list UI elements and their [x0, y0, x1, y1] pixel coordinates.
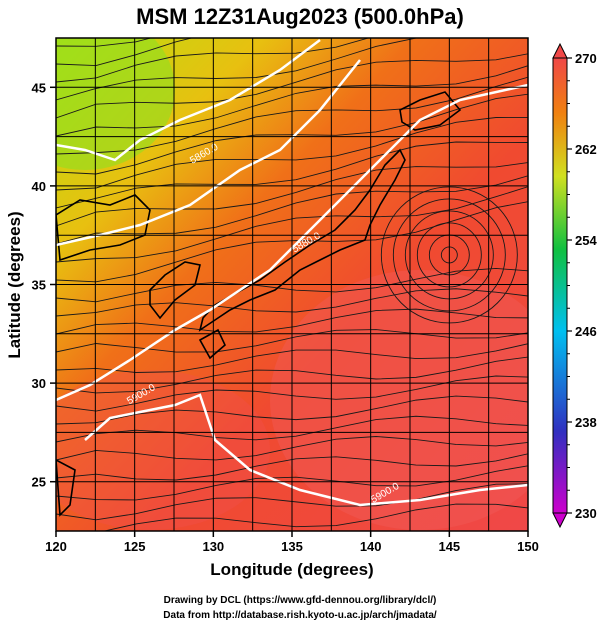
chart-title: MSM 12Z31Aug2023 (500.0hPa) [136, 4, 464, 29]
wind-streamline [56, 308, 528, 335]
wind-streamline [56, 117, 528, 191]
x-axis-ticks: 120 125 130 135 140 145 150 [45, 531, 539, 554]
colorbar-tick-label: 246 [575, 324, 597, 339]
wind-streamline [56, 201, 528, 283]
japan-honshu-coast [198, 148, 406, 332]
wind-streamline [56, 288, 528, 317]
colorbar-ticks: 230 238 246 254 262 270 [567, 51, 597, 521]
y-tick-label: 45 [32, 80, 46, 95]
wind-streamline [56, 38, 194, 67]
x-tick-label: 120 [45, 539, 67, 554]
colorbar: 230 238 246 254 262 270 [552, 42, 597, 529]
colorbar-tick-label: 238 [575, 415, 597, 430]
cold-region [56, 38, 175, 170]
wind-streamline [56, 162, 528, 227]
wind-streamline [56, 453, 528, 481]
wind-streamline [56, 375, 528, 412]
y-tick-label: 35 [32, 278, 46, 293]
contour-5860 [56, 59, 361, 247]
colorbar-tick-label: 262 [575, 142, 597, 157]
y-tick-label: 40 [32, 179, 46, 194]
wind-streamline [56, 38, 425, 101]
wind-streamline [56, 329, 528, 353]
x-tick-label: 150 [517, 539, 539, 554]
x-tick-label: 135 [281, 539, 303, 554]
y-tick-label: 25 [32, 475, 46, 490]
wind-streamline [56, 356, 528, 394]
contour-5800 [56, 39, 321, 162]
credit-line-2: Data from http://database.rish.kyoto-u.a… [163, 610, 437, 621]
wind-streamline [56, 65, 528, 137]
x-axis-label: Longitude (degrees) [210, 560, 373, 579]
colorbar-tick-label: 230 [575, 506, 597, 521]
warm-region-south [56, 370, 270, 530]
colorbar-upper-arrow [552, 42, 568, 59]
colorbar-bar [552, 57, 568, 514]
credit-line-1: Drawing by DCL (https://www.gfd-dennou.o… [164, 595, 437, 606]
y-tick-label: 30 [32, 376, 46, 391]
wind-streamline [56, 186, 528, 263]
wind-streamline [56, 38, 370, 83]
wind-streamline [56, 415, 528, 443]
contour-5880 [56, 83, 528, 402]
wind-streamline [102, 503, 528, 531]
wind-streamline [56, 395, 528, 425]
taiwan-coast [56, 459, 76, 517]
wind-streamline [56, 175, 528, 245]
grid-lines [56, 38, 528, 531]
wind-streamline [56, 53, 528, 119]
wind-streamline [56, 141, 528, 209]
hokkaido-coast [399, 91, 462, 131]
wind-streamline [56, 483, 528, 521]
y-axis-label: Latitude (degrees) [5, 211, 24, 358]
wind-streamline [56, 343, 528, 373]
x-tick-label: 130 [202, 539, 224, 554]
colorbar-lower-arrow [552, 512, 568, 529]
wind-streamline [56, 436, 528, 461]
colorbar-tick-label: 270 [575, 51, 597, 66]
x-tick-label: 125 [124, 539, 146, 554]
wind-streamline [56, 76, 528, 155]
y-axis-ticks: 25 30 35 40 45 [32, 80, 56, 490]
wind-streamline [56, 268, 528, 303]
wind-streamline [56, 38, 153, 47]
wind-streamline [56, 465, 528, 501]
x-tick-label: 145 [438, 539, 460, 554]
x-tick-label: 140 [360, 539, 382, 554]
colorbar-tick-label: 254 [575, 233, 597, 248]
